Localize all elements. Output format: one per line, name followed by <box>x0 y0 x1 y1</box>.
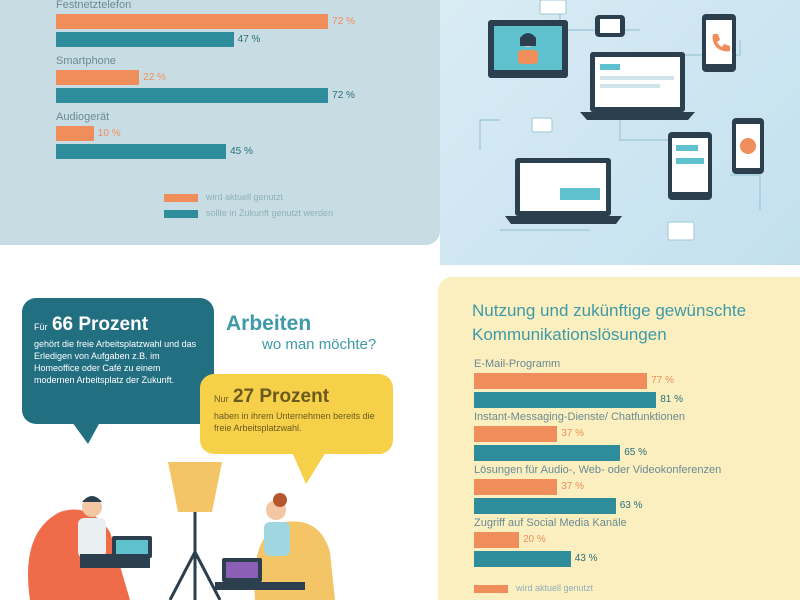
bar-series-1 <box>474 445 621 461</box>
value-label: 81 % <box>660 394 684 405</box>
bubble-27-highlight: 27 Prozent <box>232 386 330 407</box>
category-label: Zugriff auf Social Media Kanäle <box>474 517 627 529</box>
value-label: 47 % <box>237 34 261 45</box>
bar-series-0 <box>474 373 648 389</box>
bar-series-1 <box>474 392 657 408</box>
value-label: 63 % <box>619 500 643 511</box>
smartphone-call-icon <box>702 14 736 72</box>
value-label: 20 % <box>523 534 546 545</box>
category-label: Audiogerät <box>56 111 110 123</box>
bar-series-1 <box>474 551 571 567</box>
category-label: Instant-Messaging-Dienste/ Chatfunktione… <box>474 411 685 423</box>
legend-label: sollte in Zukunft genutzt werden <box>206 208 334 218</box>
bar-series-0 <box>474 532 519 548</box>
value-label: 37 % <box>561 428 585 439</box>
bar-series-0 <box>474 426 558 442</box>
bar-series-1 <box>56 144 227 159</box>
laptop-chat-icon <box>580 52 695 120</box>
category-label: E-Mail-Programm <box>474 358 561 370</box>
bubble-66-prefix: Für <box>34 322 48 332</box>
people-illustration <box>28 462 335 600</box>
category-label: Lösungen für Audio-, Web- oder Videokonf… <box>474 464 722 476</box>
floor-lamp-icon <box>168 462 222 600</box>
connector-lines <box>479 10 761 231</box>
bubble-27-tail <box>292 452 326 484</box>
communication-chart-title: Nutzung und zukünftige gewünschte Kommun… <box>472 301 747 344</box>
bar-series-1 <box>474 498 616 514</box>
bubble-27-text: haben in ihrem Unternehmen bereits die f… <box>214 411 375 433</box>
category-label: Festnetztelefon <box>56 0 132 11</box>
legend-swatch <box>164 194 198 202</box>
bar-series-1 <box>56 32 234 47</box>
bubble-66-text: gehört die freie Arbeitsplatzwahl und da… <box>34 339 197 385</box>
value-label: 10 % <box>97 128 121 139</box>
bubble-66-highlight: 66 Prozent <box>51 314 149 335</box>
arbeiten-title: Arbeiten <box>226 312 312 335</box>
value-label: 72 % <box>332 16 355 27</box>
speech-bubble-66-percent: Für 66 Prozent gehört die freie Arbeitsp… <box>22 298 214 424</box>
woman-with-laptop-icon <box>215 493 305 590</box>
devices-illustration <box>479 0 764 241</box>
bar-series-0 <box>56 126 94 141</box>
bubble-27-prefix: Nur <box>214 394 229 404</box>
legend-label: wird aktuell genutzt <box>206 192 284 202</box>
category-label: Smartphone <box>56 55 116 67</box>
laptop-small-icon <box>505 158 622 224</box>
legend-swatch <box>474 585 508 593</box>
value-label: 65 % <box>624 447 648 458</box>
man-with-laptop-icon <box>78 496 152 568</box>
value-label: 43 % <box>574 553 598 564</box>
value-label: 77 % <box>651 375 675 386</box>
smartwatch-icon <box>595 15 625 37</box>
bar-series-0 <box>56 14 329 29</box>
tablet-icon <box>668 132 712 200</box>
devices-illustration-panel <box>440 0 800 265</box>
legend-swatch <box>164 210 198 218</box>
value-label: 37 % <box>561 481 585 492</box>
message-icons <box>531 0 695 241</box>
legend-label: wird aktuell genutzt <box>516 583 594 593</box>
value-label: 72 % <box>332 90 355 101</box>
video-call-monitor-icon <box>488 20 568 78</box>
bar-series-0 <box>56 70 140 85</box>
phone-app-icon <box>732 118 764 174</box>
bar-series-0 <box>474 479 558 495</box>
arbeiten-subtitle: wo man möchte? <box>262 336 377 353</box>
bubble-66-tail <box>72 422 100 444</box>
speech-bubble-27-percent: Nur 27 Prozent haben in ihrem Unternehme… <box>200 374 393 454</box>
value-label: 22 % <box>143 72 166 83</box>
bar-series-1 <box>56 88 329 103</box>
value-label: 45 % <box>230 146 253 157</box>
